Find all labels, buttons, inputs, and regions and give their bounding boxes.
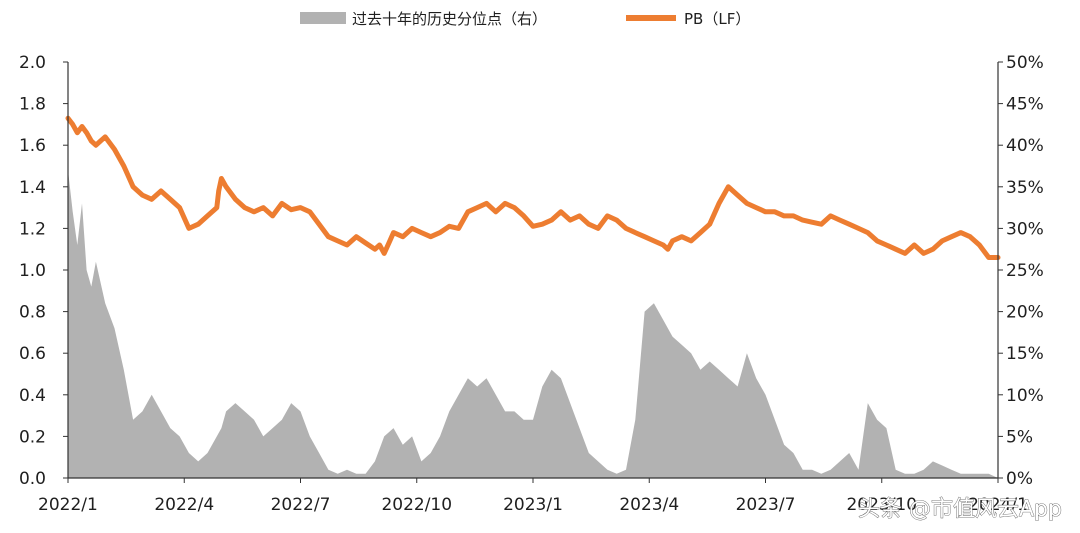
left-axis-tick-label: 0.8 bbox=[19, 303, 46, 323]
legend-label-percentile: 过去十年的历史分位点（右） bbox=[352, 10, 547, 28]
left-axis-tick-label: 0.2 bbox=[19, 427, 46, 447]
right-axis-tick-label: 50% bbox=[1006, 53, 1044, 73]
left-axis-tick-label: 1.8 bbox=[19, 95, 46, 115]
x-axis-tick-label: 2023/1 bbox=[503, 495, 563, 515]
x-axis-tick-label: 2023/10 bbox=[846, 495, 917, 515]
left-axis-tick-label: 2.0 bbox=[19, 53, 46, 73]
x-axis-tick-label: 2023/7 bbox=[736, 495, 796, 515]
left-axis-tick-label: 1.2 bbox=[19, 219, 46, 239]
right-axis-tick-label: 45% bbox=[1006, 95, 1044, 115]
right-axis-tick-label: 35% bbox=[1006, 178, 1044, 198]
left-axis-tick-label: 1.6 bbox=[19, 136, 46, 156]
left-axis-tick-label: 0.0 bbox=[19, 469, 46, 489]
x-axis-tick-label: 2022/1 bbox=[38, 495, 98, 515]
axes bbox=[63, 61, 1003, 483]
right-axis-tick-label: 5% bbox=[1006, 427, 1033, 447]
percentile-area bbox=[68, 170, 998, 478]
right-axis-tick-label: 30% bbox=[1006, 219, 1044, 239]
pb-line bbox=[65, 115, 1001, 260]
right-axis-tick-label: 40% bbox=[1006, 136, 1044, 156]
x-axis-tick-label: 2022/10 bbox=[381, 495, 452, 515]
left-axis-tick-label: 0.4 bbox=[19, 386, 46, 406]
legend: 过去十年的历史分位点（右） PB（LF） bbox=[300, 10, 750, 28]
x-axis-tick-label: 2023/4 bbox=[619, 495, 679, 515]
legend-swatch-percentile bbox=[300, 12, 346, 24]
right-axis-tick-label: 15% bbox=[1006, 344, 1044, 364]
left-axis-tick-label: 1.4 bbox=[19, 178, 46, 198]
legend-label-pb: PB（LF） bbox=[684, 10, 750, 28]
left-axis-tick-label: 0.6 bbox=[19, 344, 46, 364]
watermark: 头条 @市值风云App bbox=[858, 497, 1063, 523]
right-axis-tick-label: 10% bbox=[1006, 386, 1044, 406]
left-axis-tick-label: 1.0 bbox=[19, 261, 46, 281]
watermark-text: 头条 @市值风云App bbox=[858, 497, 1062, 522]
right-axis-tick-label: 0% bbox=[1006, 469, 1033, 489]
right-axis-tick-label: 20% bbox=[1006, 303, 1044, 323]
x-axis-tick-label: 2022/7 bbox=[271, 495, 331, 515]
tick-labels: 0.0 0.2 0.4 0.6 0.8 1.0 1.2 1.4 1.6 1.8 2.0 0% 5% 10%… bbox=[19, 53, 1044, 515]
plot-area bbox=[65, 115, 1001, 478]
right-axis-tick-label: 25% bbox=[1006, 261, 1044, 281]
x-axis-tick-label: 2024/1 bbox=[968, 495, 1028, 515]
x-axis-tick-label: 2022/4 bbox=[154, 495, 214, 515]
